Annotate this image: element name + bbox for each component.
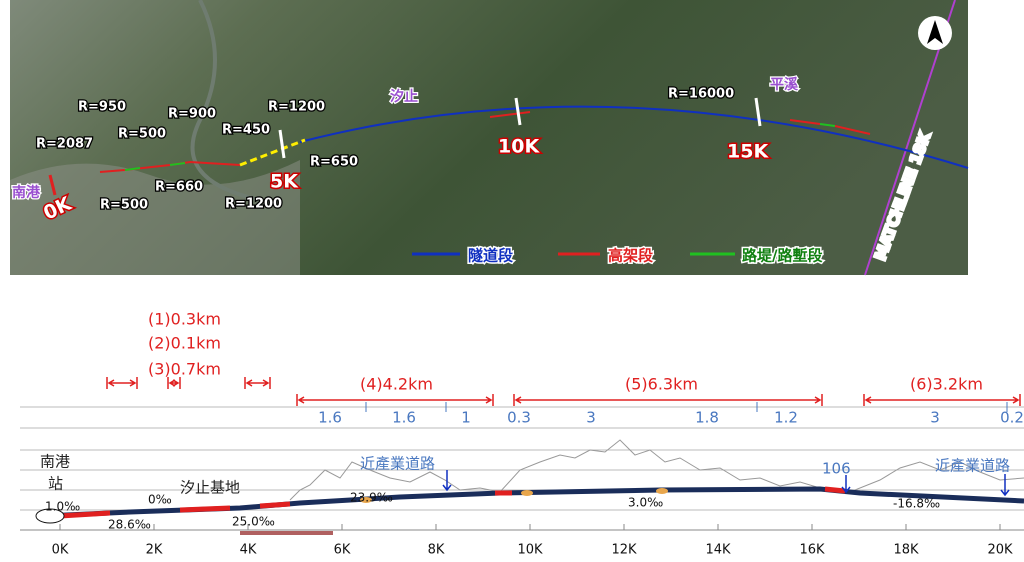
grade-label: 25.0‰ <box>232 515 275 529</box>
river <box>190 0 261 202</box>
radius-label: R=1200 <box>225 197 282 212</box>
road-label: 近產業道路 <box>360 455 435 473</box>
radius-label: R=1200 <box>268 100 325 115</box>
markers <box>360 488 668 503</box>
marker-tick <box>754 97 762 127</box>
section-bracket <box>296 394 494 406</box>
arrows <box>442 470 1010 497</box>
radius-label: R=500 <box>100 198 148 213</box>
sub-length: 0.3 <box>507 409 531 427</box>
x-axis-label: 8K <box>428 543 445 558</box>
section-label: (3)0.7km <box>148 360 221 379</box>
station-marks <box>48 97 762 196</box>
section-bracket <box>106 377 138 389</box>
yellow-dashed <box>239 138 306 167</box>
sub-length: 3 <box>930 409 940 427</box>
legend-label: 路堤/路塹段 <box>742 247 822 265</box>
radius-label: R=450 <box>222 123 270 138</box>
viaduct-line <box>834 125 871 135</box>
terrain-profile <box>289 439 1024 501</box>
sub-length: 1.2 <box>774 409 798 427</box>
marker <box>360 497 372 503</box>
radius-label: R=650 <box>310 155 358 170</box>
tunnel-line <box>299 105 969 169</box>
viaduct-line <box>789 119 821 125</box>
marker <box>656 488 668 494</box>
x-axis-label: 2K <box>146 543 163 558</box>
grade-label: 0‰ <box>148 493 172 507</box>
x-axis-label: 20K <box>987 543 1013 558</box>
radius-label: R=660 <box>155 180 203 195</box>
section-bracket <box>244 377 271 389</box>
x-axis-label: 12K <box>611 543 637 558</box>
sub-length: 0.2 <box>1000 409 1024 427</box>
marker-tick <box>48 174 57 196</box>
grade-label: 1.0‰ <box>45 500 80 514</box>
marker-tick <box>514 97 522 126</box>
embankment-line <box>169 162 186 166</box>
station-label: 站 <box>48 475 63 493</box>
sub-length: 3 <box>586 409 596 427</box>
section-bracket <box>863 394 1021 406</box>
x-axis-label: 0K <box>52 543 69 558</box>
arrow <box>1000 474 1010 497</box>
north-arrow-icon <box>927 20 943 44</box>
marker-tick <box>278 129 286 159</box>
embankment-line <box>819 123 836 127</box>
viaduct-line <box>489 111 531 118</box>
grade-label: 28.6‰ <box>108 518 151 532</box>
grade-label: -16.8‰ <box>893 497 940 511</box>
road-label: 近產業道路 <box>935 457 1010 475</box>
x-axis-label: 16K <box>799 543 825 558</box>
section-label: (2)0.1km <box>148 334 221 353</box>
x-axis-label: 4K <box>240 543 257 558</box>
station-symbol <box>35 508 65 524</box>
sub-length: 1.6 <box>392 409 416 427</box>
radius-label: R=950 <box>78 100 126 115</box>
arrow <box>442 470 452 492</box>
section-label: (4)4.2km <box>360 375 433 394</box>
legend-label: 高架段 <box>608 247 653 265</box>
radius-label: R=900 <box>168 107 216 122</box>
arrow <box>841 475 851 494</box>
grade-label: 23.9‰ <box>350 491 393 505</box>
station-label: 南港 <box>40 453 70 471</box>
sub-length: 1.6 <box>318 409 342 427</box>
x-axis-label: 14K <box>705 543 731 558</box>
station-label: 平溪 <box>770 76 799 93</box>
elevation-label: 106 <box>822 460 851 478</box>
km-marker: 5K <box>270 171 299 193</box>
x-axis-label: 6K <box>334 543 351 558</box>
section-label: (1)0.3km <box>148 310 221 329</box>
legend-label: 隧道段 <box>468 247 513 265</box>
radius-label: R=2087 <box>36 137 93 152</box>
x-axis-label: 10K <box>517 543 543 558</box>
marker <box>521 490 533 496</box>
sub-length: 1 <box>461 409 471 427</box>
section-label: (5)6.3km <box>625 375 698 394</box>
radius-label: R=500 <box>118 127 166 142</box>
depot-bar <box>240 531 333 535</box>
x-axis-label: 18K <box>893 543 919 558</box>
km-marker: 10K <box>498 136 540 158</box>
km-marker: 15K <box>727 141 769 163</box>
section-bracket <box>513 394 823 406</box>
section-label: (6)3.2km <box>910 375 983 394</box>
embankment-line <box>124 167 141 171</box>
depot-label: 汐止基地 <box>180 479 240 497</box>
radius-label: R=16000 <box>668 87 734 102</box>
sub-length: 1.8 <box>695 409 719 427</box>
station-label: 南港 <box>12 184 41 201</box>
section-bracket <box>167 377 181 389</box>
station-label: 汐止 <box>390 88 418 105</box>
grade-label: 3.0‰ <box>628 496 663 510</box>
viaduct-profile <box>59 486 846 519</box>
